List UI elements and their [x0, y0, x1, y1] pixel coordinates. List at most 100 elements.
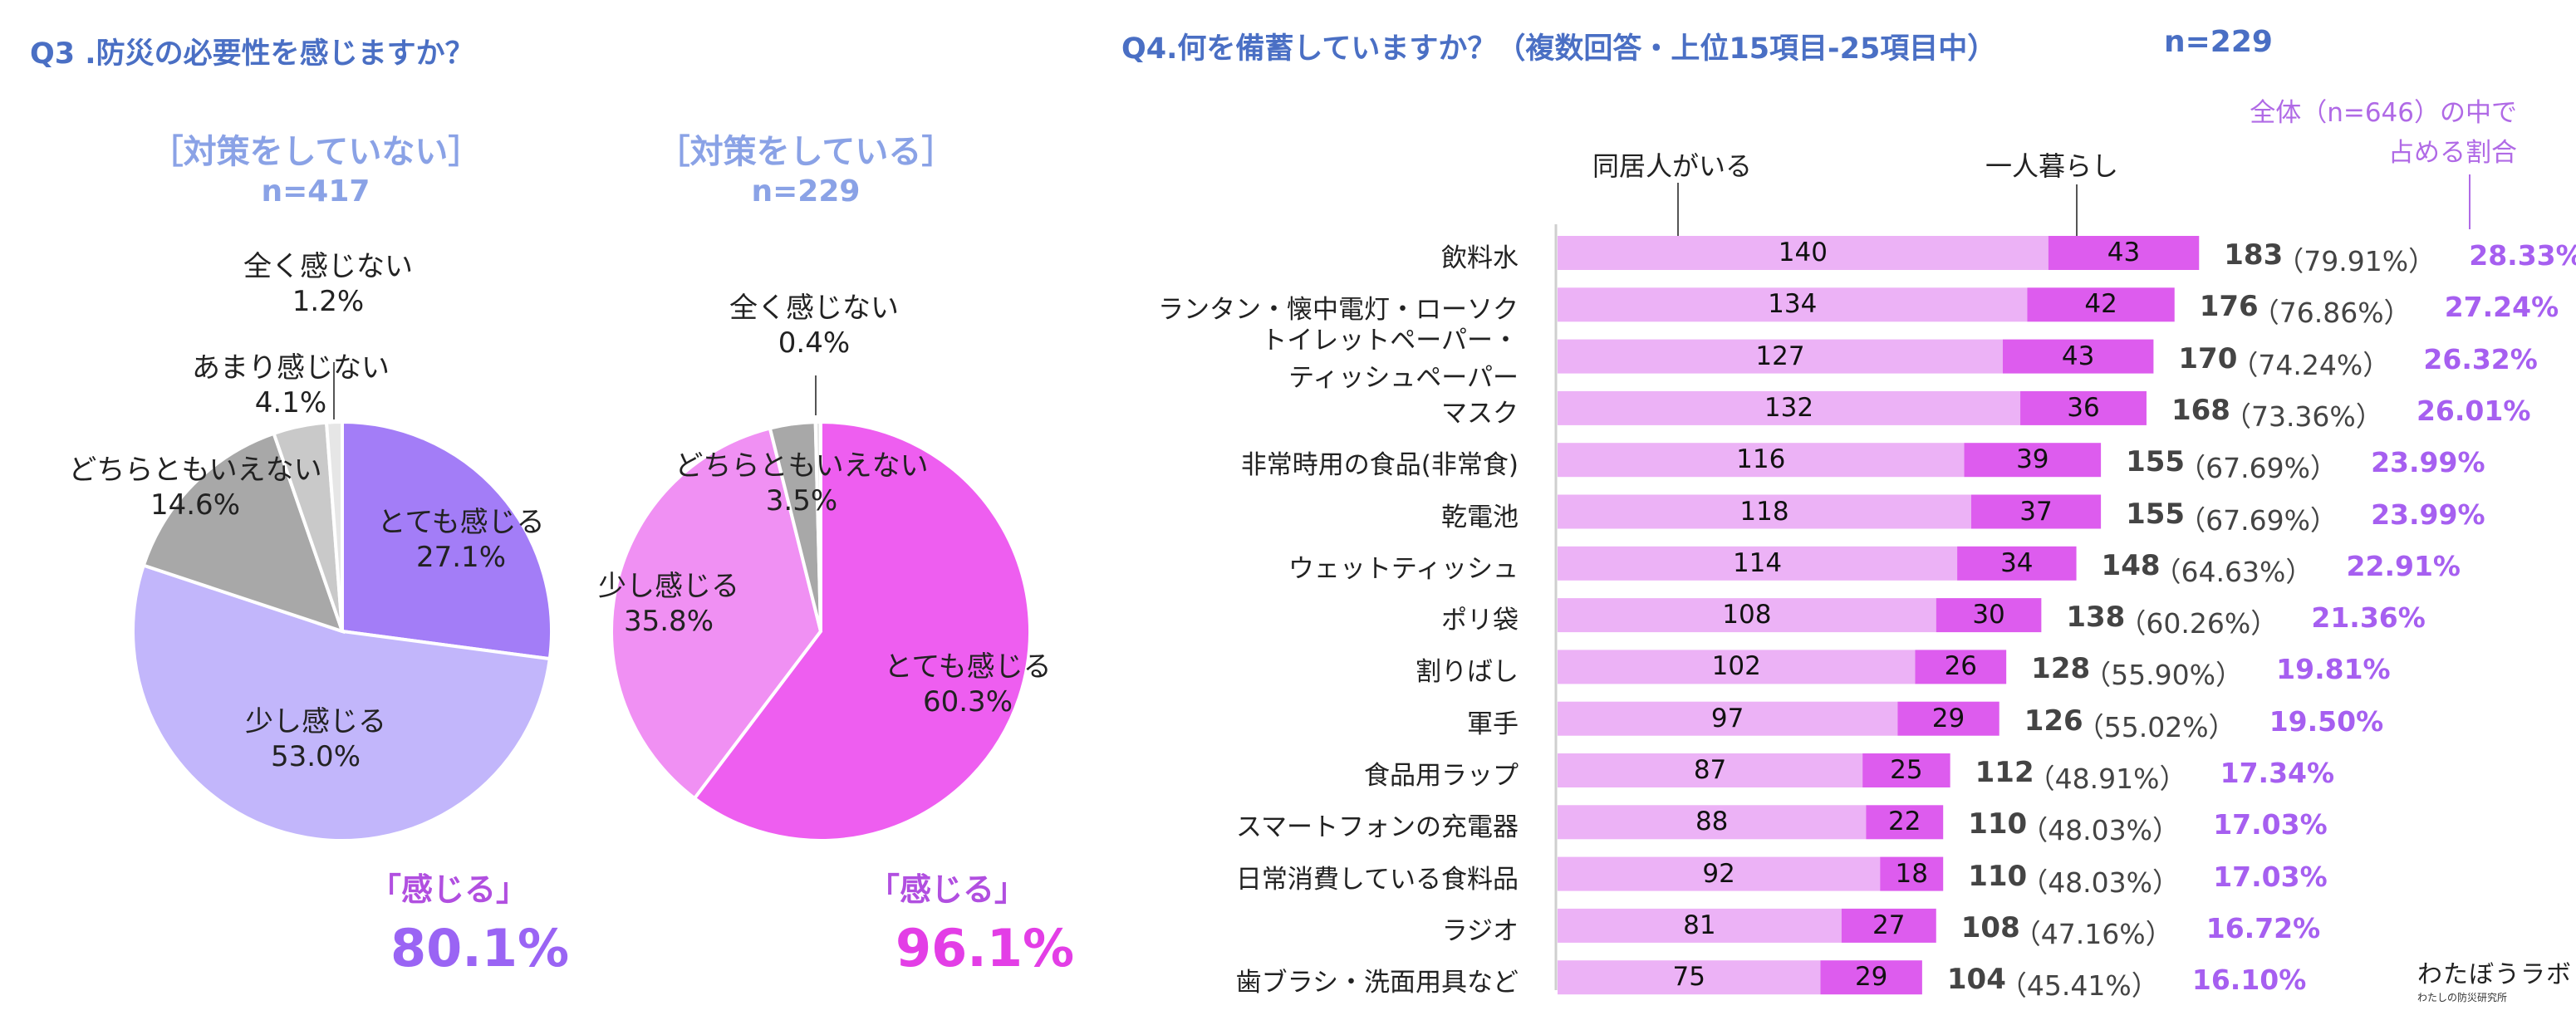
- bar-share-8: 19.81%: [2276, 653, 2391, 686]
- bar-total-pct-10: （48.91%）: [2027, 763, 2187, 795]
- bar-alone-value-2: 43: [2061, 341, 2095, 371]
- bar-total-0: 183: [2224, 238, 2284, 272]
- pie1-label-not-at-all-name: 全く感じない: [729, 292, 899, 325]
- q4-n: n=229: [2164, 25, 2273, 59]
- share-note-line2: 占める割合: [2388, 138, 2517, 168]
- pie1-label-neutral-name: どちらともいえない: [675, 449, 929, 483]
- category-label-12: 日常消費している食料品: [1235, 864, 1519, 895]
- bar-share-3: 26.01%: [2416, 394, 2531, 427]
- bar-cohabit-value-2: 127: [1755, 341, 1805, 371]
- logo-main: わたぼうラボ: [2417, 960, 2572, 989]
- bar-share-1: 27.24%: [2444, 291, 2559, 324]
- bar-share-11: 17.03%: [2213, 808, 2328, 841]
- bar-alone-2: [2002, 339, 2154, 374]
- bar-total-8: 128: [2031, 652, 2091, 686]
- category-label-3: マスク: [1441, 398, 1519, 429]
- bar-cohabit-value-3: 132: [1764, 392, 1814, 423]
- pie1-slice-1: [610, 426, 823, 801]
- feel-pct-not-prepared: 80.1%: [390, 918, 570, 978]
- bar-cohabit-7: [1558, 598, 1936, 633]
- bar-share-2: 26.32%: [2423, 342, 2538, 375]
- bar-alone-value-6: 34: [2000, 547, 2034, 578]
- bar-share-4: 23.99%: [2371, 446, 2485, 479]
- bar-cohabit-value-5: 118: [1739, 496, 1789, 527]
- share-note: 全体（n=646）の中で 占める割合: [2160, 93, 2517, 173]
- bar-alone-8: [1915, 650, 2007, 684]
- q4-title: Q4.何を備蓄していますか？（複数回答・上位15項目-25項目中）: [1121, 32, 1997, 66]
- bar-cohabit-value-7: 108: [1722, 600, 1772, 630]
- bar-alone-value-12: 18: [1895, 858, 1928, 889]
- bar-share-10: 17.34%: [2220, 757, 2335, 789]
- pie1-label-somewhat: 少し感じる 35.8%: [573, 569, 764, 639]
- pie1-label-very-pct: 60.3%: [922, 685, 1013, 719]
- bar-cohabit-value-10: 87: [1693, 755, 1727, 785]
- bar-cohabit-2: [1558, 339, 2003, 374]
- bar-alone-value-11: 22: [1888, 807, 1921, 837]
- bar-total-pct-13: （47.16%）: [2013, 917, 2173, 950]
- feel-label-prepared: 「感じる」: [868, 871, 1027, 908]
- pie0-label-somewhat: 少し感じる 53.0%: [208, 704, 424, 774]
- bar-alone-3: [2020, 390, 2147, 425]
- bar-share-9: 19.50%: [2269, 704, 2384, 738]
- bar-cohabit-14: [1558, 960, 1821, 995]
- logo-sub: わたしの防災研究所: [2417, 992, 2508, 1003]
- bar-cohabit-value-9: 97: [1710, 703, 1744, 733]
- bar-alone-13: [1841, 908, 1936, 943]
- bar-total-7: 138: [2066, 601, 2126, 635]
- share-note-line1: 全体（n=646）の中で: [2250, 98, 2517, 128]
- pie1-label-neutral-pct: 3.5%: [765, 484, 838, 517]
- pie0-slice-0: [341, 419, 553, 661]
- bar-total-pct-4: （67.69%）: [2178, 452, 2338, 485]
- bar-share-5: 23.99%: [2371, 498, 2485, 531]
- pie0-label-somewhat-name: 少し感じる: [245, 705, 386, 738]
- bar-total-1: 176: [2199, 290, 2259, 324]
- bar-share-13: 16.72%: [2206, 911, 2321, 944]
- category-label-11: スマートフォンの充電器: [1235, 812, 1519, 843]
- bar-cohabit-3: [1558, 390, 2021, 425]
- category-label-6: ウェットティッシュ: [1288, 553, 1519, 584]
- pie0-label-very: とても感じる 27.1%: [353, 505, 569, 575]
- pie0-label-not-much: あまり感じない 4.1%: [166, 351, 415, 420]
- bar-total-3: 168: [2171, 393, 2230, 427]
- bar-alone-value-3: 36: [2067, 392, 2100, 423]
- bar-cohabit-value-14: 75: [1672, 962, 1705, 993]
- category-label-2-line1: トイレットペーパー・: [1261, 325, 1519, 356]
- bar-alone-1: [2027, 287, 2175, 322]
- bar-alone-value-0: 43: [2107, 238, 2141, 267]
- category-label-1: ランタン・懐中電灯・ローソク: [1158, 295, 1519, 326]
- bar-cohabit-value-12: 92: [1702, 858, 1735, 889]
- group-n-not-prepared: n=417: [261, 174, 370, 208]
- bar-total-pct-12: （48.03%）: [2020, 866, 2181, 899]
- bar-share-7: 21.36%: [2311, 601, 2426, 635]
- category-label-8: 割りばし: [1416, 657, 1519, 688]
- pie-chart-not-prepared: [131, 362, 1032, 842]
- feel-pct-prepared: 96.1%: [895, 918, 1075, 978]
- pie0-label-neutral: どちらともいえない 14.6%: [50, 453, 341, 522]
- bar-alone-value-8: 26: [1944, 651, 1978, 682]
- group-title-not-prepared: ［対策をしていない］: [150, 133, 482, 171]
- pie0-slice-4: [324, 419, 344, 632]
- bar-alone-value-7: 30: [1972, 600, 2005, 630]
- pie1-slice-3: [813, 419, 822, 632]
- bar-total-9: 126: [2024, 704, 2083, 738]
- pie1-label-not-at-all-pct: 0.4%: [778, 326, 851, 360]
- bar-total-6: 148: [2101, 548, 2161, 582]
- bar-total-pct-1: （76.86%）: [2251, 297, 2412, 330]
- bar-cohabit-6: [1558, 546, 1958, 581]
- bar-total-pct-11: （48.03%）: [2020, 814, 2181, 847]
- bar-alone-value-5: 37: [2019, 496, 2053, 527]
- bar-alone-4: [1964, 443, 2102, 478]
- category-label-7: ポリ袋: [1441, 606, 1519, 636]
- bar-total-5: 155: [2126, 497, 2186, 531]
- logo: わたぼうラボ わたしの防災研究所: [2417, 954, 2572, 1004]
- bar-cohabit-0: [1558, 236, 2049, 270]
- bar-total-2: 170: [2178, 341, 2238, 375]
- bar-cohabit-value-8: 102: [1711, 651, 1761, 682]
- category-label-13: ラジオ: [1441, 915, 1519, 946]
- q3-title: Q3 .防災の必要性を感じますか？: [30, 37, 474, 71]
- bar-cohabit-4: [1558, 443, 1965, 478]
- category-label-9: 軍手: [1467, 709, 1519, 739]
- bar-total-pct-8: （55.90%）: [2083, 659, 2243, 692]
- category-label-14: 歯ブラシ・洗面用具など: [1235, 968, 1519, 998]
